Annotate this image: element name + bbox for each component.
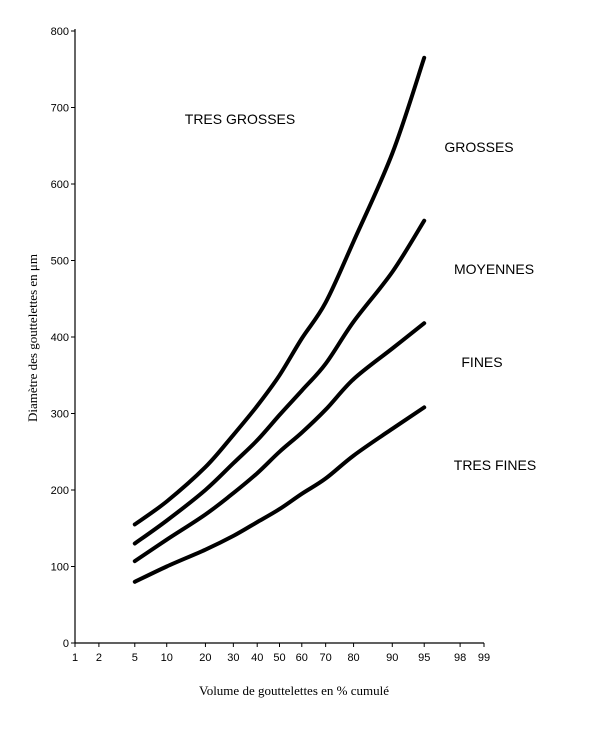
curves bbox=[132, 55, 427, 584]
x-tick-label: 70 bbox=[320, 652, 332, 664]
x-tick-label: 99 bbox=[478, 652, 490, 664]
y-tick-label: 600 bbox=[51, 179, 69, 191]
region-label: FINES bbox=[461, 354, 502, 370]
y-axis-title: Diamètre des gouttelettes en μm bbox=[25, 254, 40, 422]
curve-3 bbox=[132, 321, 427, 564]
region-label: MOYENNES bbox=[454, 261, 534, 277]
x-tick-label: 90 bbox=[386, 652, 398, 664]
x-tick-label: 40 bbox=[251, 652, 263, 664]
y-tick-label: 0 bbox=[63, 638, 69, 650]
y-tick-label: 300 bbox=[51, 409, 69, 421]
x-tick-label: 50 bbox=[273, 652, 285, 664]
y-tick-label: 200 bbox=[51, 485, 69, 497]
curve-1 bbox=[132, 55, 427, 527]
region-label: TRES FINES bbox=[454, 457, 536, 473]
y-tick-label: 700 bbox=[51, 103, 69, 115]
region-labels: TRES GROSSES GROSSES MOYENNES FINES TRES FIN… bbox=[185, 111, 536, 473]
x-tick-label: 95 bbox=[418, 652, 430, 664]
curve-4 bbox=[132, 405, 427, 584]
y-tick-label: 500 bbox=[51, 256, 69, 268]
y-tick-label: 400 bbox=[51, 332, 69, 344]
x-tick-label: 80 bbox=[347, 652, 359, 664]
x-tick-label: 1 bbox=[72, 652, 78, 664]
region-label: GROSSES bbox=[444, 139, 513, 155]
axes: 0 100 200 300 400 500 600 700 800 1 2 5 10 20 30 40 50 60… bbox=[51, 26, 490, 664]
curve-2 bbox=[132, 218, 427, 546]
x-tick-label: 60 bbox=[296, 652, 308, 664]
x-tick-label: 5 bbox=[132, 652, 138, 664]
y-tick-label: 100 bbox=[51, 562, 69, 574]
x-tick-label: 30 bbox=[227, 652, 239, 664]
x-tick-label: 2 bbox=[96, 652, 102, 664]
x-tick-label: 20 bbox=[199, 652, 211, 664]
x-tick-label: 10 bbox=[161, 652, 173, 664]
region-label: TRES GROSSES bbox=[185, 111, 295, 127]
y-tick-label: 800 bbox=[51, 26, 69, 38]
x-tick-label: 98 bbox=[454, 652, 466, 664]
x-axis-title: Volume de gouttelettes en % cumulé bbox=[199, 683, 389, 698]
